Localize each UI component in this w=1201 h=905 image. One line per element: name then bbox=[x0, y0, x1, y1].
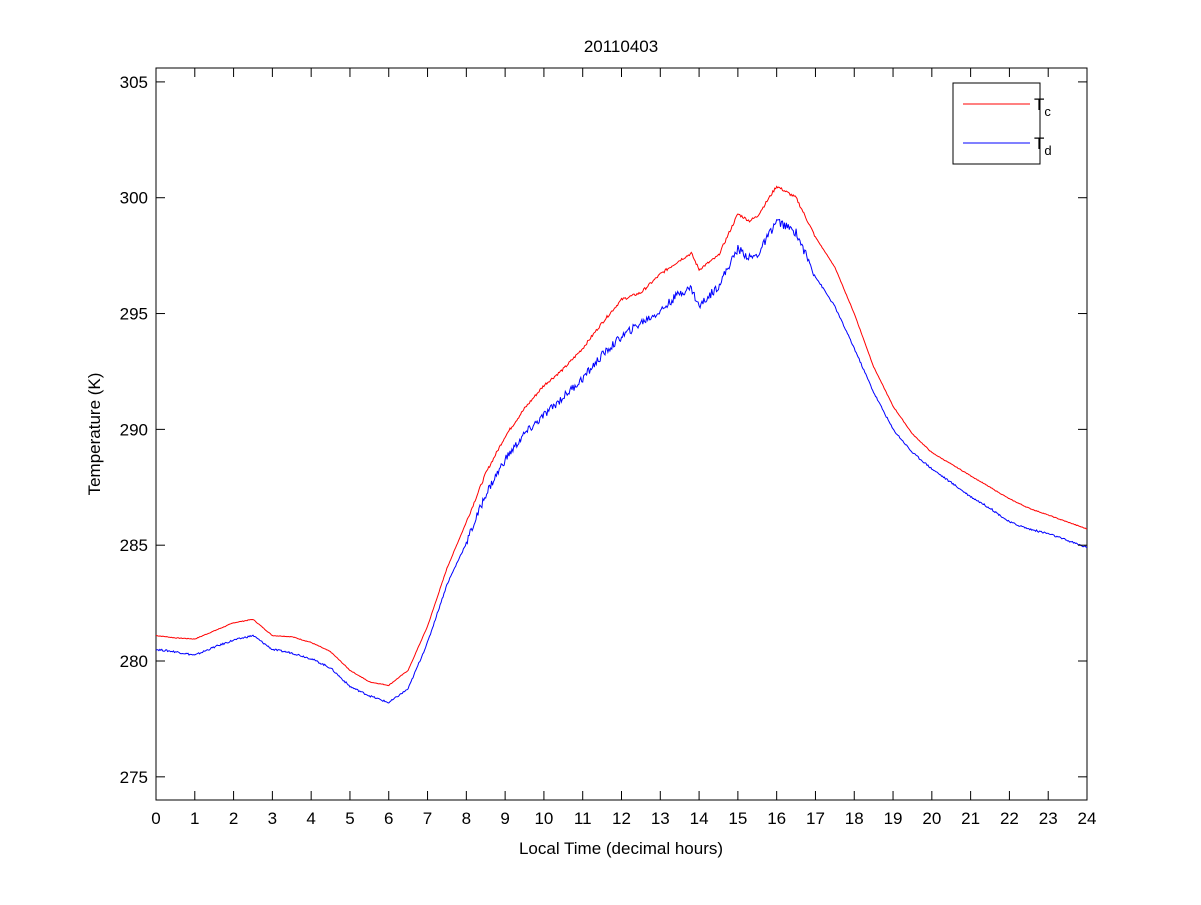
plot-area bbox=[155, 67, 1088, 801]
x-tick-label: 13 bbox=[651, 809, 670, 828]
legend-label-td: Td bbox=[1034, 134, 1052, 158]
series-line-c bbox=[155, 185, 1088, 687]
x-tick-label: 23 bbox=[1039, 809, 1058, 828]
y-tick-label: 295 bbox=[120, 305, 148, 324]
x-tick-label: 15 bbox=[728, 809, 747, 828]
x-tick-label: 20 bbox=[922, 809, 941, 828]
legend-box bbox=[952, 82, 1041, 165]
x-tick-label: 5 bbox=[345, 809, 354, 828]
y-axis-label: Temperature (K) bbox=[85, 373, 104, 496]
x-tick-label: 21 bbox=[961, 809, 980, 828]
y-tick-label: 305 bbox=[120, 73, 148, 92]
x-tick-label: 16 bbox=[767, 809, 786, 828]
x-tick-label: 8 bbox=[462, 809, 471, 828]
x-tick-label: 19 bbox=[884, 809, 903, 828]
x-tick-label: 18 bbox=[845, 809, 864, 828]
y-tick-label: 300 bbox=[120, 189, 148, 208]
x-tick-label: 22 bbox=[1000, 809, 1019, 828]
axis-ticks: 0 1 2 3 4 5 6 7 8 9 10 11 12 13 14 15 16 17 18 19 20 21 22 23 24… bbox=[120, 68, 1097, 828]
x-tick-label: 9 bbox=[500, 809, 509, 828]
y-tick-label: 285 bbox=[120, 536, 148, 555]
series-layer bbox=[155, 185, 1088, 704]
x-tick-label: 1 bbox=[190, 809, 199, 828]
series-line-d bbox=[155, 218, 1088, 704]
x-axis-label: Local Time (decimal hours) bbox=[519, 839, 723, 858]
x-tick-label: 0 bbox=[151, 809, 160, 828]
x-tick-label: 14 bbox=[690, 809, 709, 828]
x-tick-label: 11 bbox=[574, 809, 592, 828]
x-tick-label: 10 bbox=[534, 809, 553, 828]
x-tick-label: 12 bbox=[612, 809, 631, 828]
legend: Tc Td bbox=[952, 82, 1052, 165]
y-tick-label: 290 bbox=[120, 420, 148, 439]
y-tick-label: 275 bbox=[120, 768, 148, 787]
y-tick-label: 280 bbox=[120, 652, 148, 671]
x-tick-label: 2 bbox=[229, 809, 238, 828]
x-tick-label: 24 bbox=[1078, 809, 1097, 828]
chart-title: 20110403 bbox=[584, 37, 658, 56]
x-tick-label: 17 bbox=[806, 809, 825, 828]
x-tick-label: 4 bbox=[306, 809, 315, 828]
legend-label-tc: Tc bbox=[1034, 95, 1051, 119]
x-tick-label: 7 bbox=[423, 809, 432, 828]
x-tick-label: 3 bbox=[268, 809, 277, 828]
x-tick-label: 6 bbox=[384, 809, 393, 828]
